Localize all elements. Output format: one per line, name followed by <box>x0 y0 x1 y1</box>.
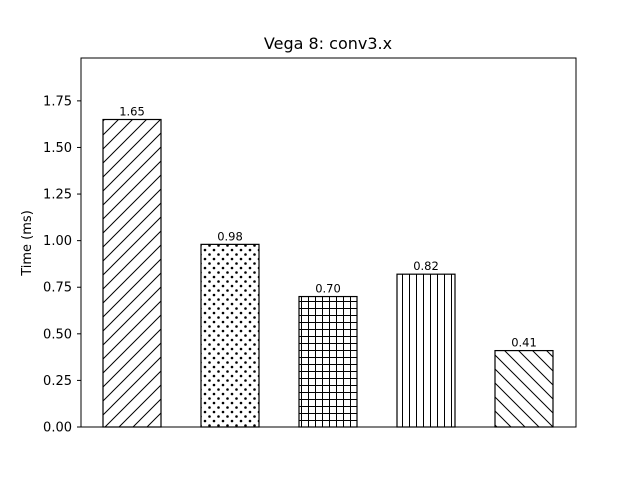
y-tick-label: 1.75 <box>43 94 72 109</box>
plot-frame <box>80 57 577 428</box>
bar-value-label: 0.70 <box>315 282 341 296</box>
bars-group: 1.65 0.98 0.70 0.82 0.41 <box>102 105 554 428</box>
y-axis: 0.00 0.25 0.50 0.75 1.00 1.25 1.50 1.75 <box>43 94 81 436</box>
y-tick-label: 1.00 <box>43 234 72 249</box>
y-tick-label: 0.25 <box>43 374 72 389</box>
y-axis-label: Time (ms) <box>20 210 35 277</box>
bar-value-label: 0.98 <box>217 229 243 243</box>
chart-title: Vega 8: conv3.x <box>264 34 392 53</box>
bar-2 <box>200 243 260 428</box>
bar-value-label: 0.82 <box>413 259 439 273</box>
bar-4 <box>396 273 456 428</box>
bar-3 <box>298 295 358 428</box>
y-tick-label: 0.00 <box>43 421 72 436</box>
bar-value-label: 1.65 <box>119 105 145 119</box>
bar-1 <box>102 118 162 428</box>
y-tick-label: 0.75 <box>43 281 72 296</box>
y-tick-label: 0.50 <box>43 327 72 342</box>
bar-5 <box>494 349 554 428</box>
bar-value-label: 0.41 <box>511 336 537 350</box>
y-tick-label: 1.25 <box>43 188 72 203</box>
y-tick-label: 1.50 <box>43 141 72 156</box>
